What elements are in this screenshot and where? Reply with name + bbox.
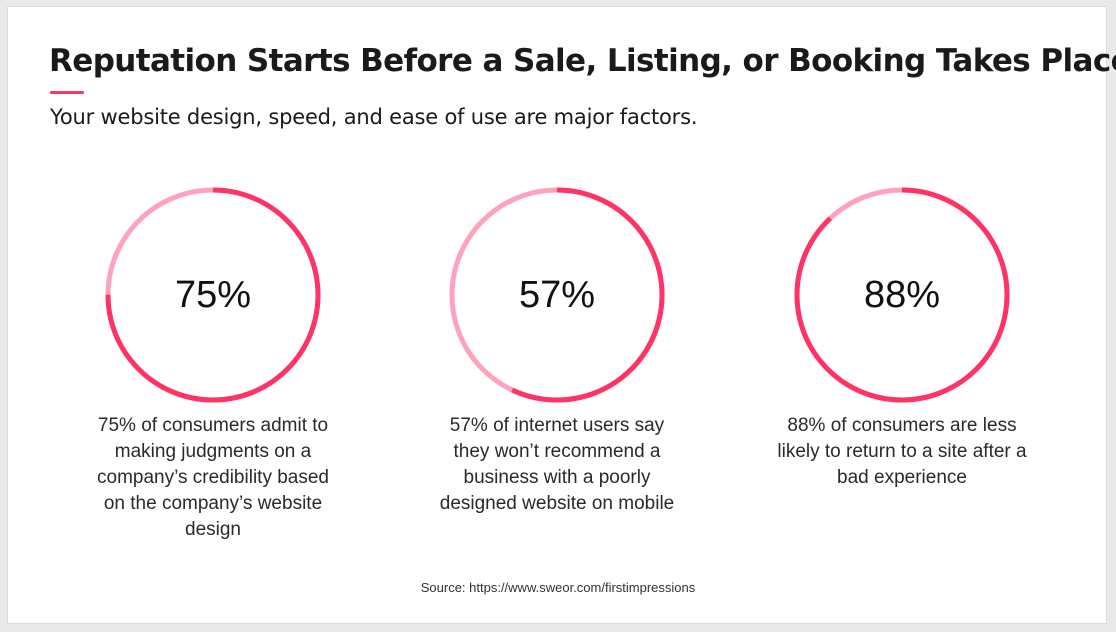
slide-title: Reputation Starts Before a Sale, Listing… [49,43,1116,79]
donut-chart-3: 88% [792,185,1012,405]
stat-description-2: 57% of internet users say they won’t rec… [439,415,675,514]
slide: Reputation Starts Before a Sale, Listing… [7,6,1116,624]
slide-subtitle: Your website design, speed, and ease of … [50,105,698,129]
stat-description-1: 75% of consumers admit to making judgmen… [97,415,329,540]
source-citation: Source: https://www.sweor.com/firstimpre… [420,580,696,595]
donut-chart-2: 57% [447,185,667,405]
stat-description-3: 88% of consumers are less likely to retu… [777,415,1027,488]
donut-value-arc-3 [794,187,1010,403]
stat-block-2: 57% 57% of internet users say they won’t… [427,185,687,517]
donut-value-arc-1 [105,187,321,403]
donut-chart-1: 75% [103,185,323,405]
stat-block-3: 88% 88% of consumers are less likely to … [772,185,1032,491]
donut-value-arc-2 [449,187,665,403]
stat-percent-3: 88% [863,274,941,316]
title-accent-bar [50,91,84,94]
donut-svg-2 [449,187,665,403]
stat-percent-1: 75% [174,274,252,316]
stat-percent-2: 57% [518,274,596,316]
stat-block-1: 75% 75% of consumers admit to making jud… [83,185,343,543]
donut-svg-3 [794,187,1010,403]
donut-svg-1 [105,187,321,403]
